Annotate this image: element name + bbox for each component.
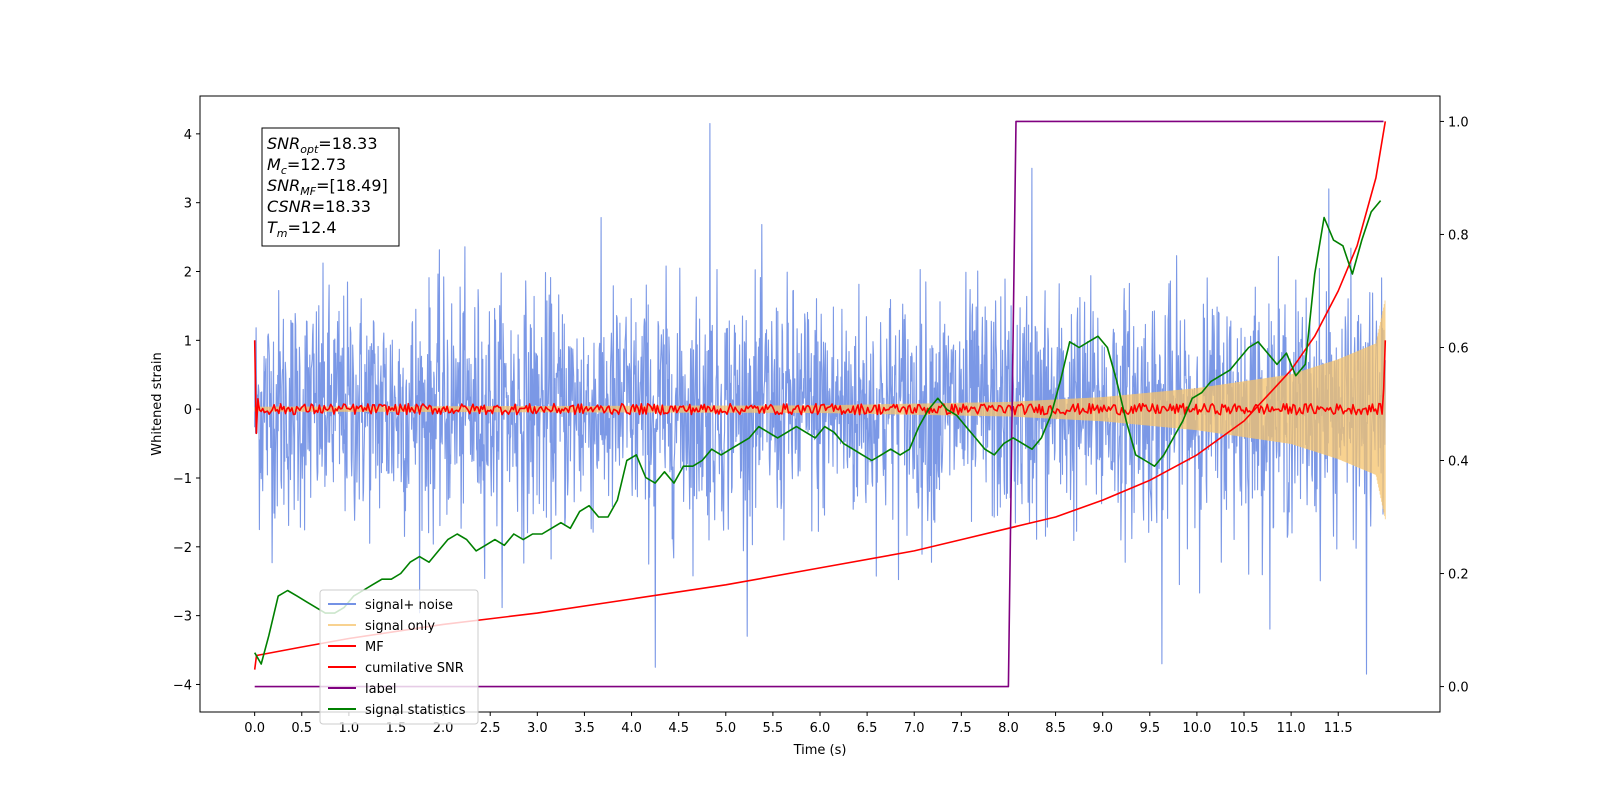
y-tick-label: 2	[184, 266, 192, 281]
legend-label: cumilative SNR	[365, 661, 464, 676]
legend-label: MF	[365, 640, 384, 655]
x-tick-label: 8.0	[998, 721, 1019, 736]
x-axis-label: Time (s)	[793, 743, 847, 758]
x-tick-label: 3.5	[574, 721, 595, 736]
y2-tick-label: 0.2	[1448, 568, 1469, 583]
y-tick-label: 0	[184, 403, 192, 418]
info-box: SNRopt=18.33Mc=12.73SNRMF=[18.49]CSNR=18…	[261, 127, 400, 247]
legend-label: label	[365, 682, 396, 697]
x-tick-label: 5.0	[715, 721, 736, 736]
info-box-line: SNRopt=18.33	[267, 134, 378, 156]
info-box-frame	[261, 127, 400, 247]
x-tick-label: 4.5	[668, 721, 689, 736]
x-tick-label: 3.0	[527, 721, 548, 736]
x-tick-label: 10.5	[1230, 721, 1259, 736]
legend-label: signal+ noise	[365, 598, 453, 613]
x-tick-label: 0.0	[244, 721, 265, 736]
info-box-line: Tm=12.4	[267, 218, 337, 240]
x-tick-label: 6.0	[810, 721, 831, 736]
y-tick-label: 4	[184, 128, 192, 143]
y2-tick-label: 0.0	[1448, 681, 1469, 696]
x-tick-label: 11.0	[1277, 721, 1306, 736]
info-box-line: SNRMF=[18.49]	[267, 176, 388, 198]
x-tick-label: 5.5	[763, 721, 784, 736]
x-tick-label: 1.0	[339, 721, 360, 736]
y-tick-label: −4	[173, 678, 192, 693]
legend: signal+ noise signal only MF cumilative SNR…	[319, 589, 479, 725]
legend-label: signal statistics	[365, 703, 466, 718]
x-tick-label: 7.0	[904, 721, 925, 736]
x-axis-ticks: 0.0 0.5 1.0 1.5 2.0 2.5 3.0 3.5 4.0 4.5 5.0 5.5 6.0 6…	[244, 712, 1353, 736]
y-tick-label: 1	[184, 334, 192, 349]
y-tick-label: −1	[173, 472, 192, 487]
y2-axis-ticks: 0.0 0.2 0.4 0.6 0.8 1.0	[1440, 115, 1469, 696]
x-tick-label: 9.5	[1139, 721, 1160, 736]
y-tick-label: 3	[184, 197, 192, 212]
info-box-line: Mc=12.73	[267, 155, 346, 177]
y2-tick-label: 0.6	[1448, 341, 1469, 356]
y-axis-ticks: −4 −3 −2 −1 0 1 2 3 4	[173, 128, 200, 693]
x-tick-label: 1.5	[386, 721, 407, 736]
series-line-0	[254, 122, 1386, 675]
x-tick-label: 11.5	[1324, 721, 1353, 736]
y2-tick-label: 0.8	[1448, 228, 1469, 243]
y2-tick-label: 1.0	[1448, 115, 1469, 130]
info-box-line: CSNR=18.33	[267, 197, 371, 216]
x-tick-label: 9.0	[1092, 721, 1113, 736]
x-tick-label: 10.0	[1182, 721, 1211, 736]
y-tick-label: −2	[173, 541, 192, 556]
x-tick-label: 4.0	[621, 721, 642, 736]
x-tick-label: 7.5	[951, 721, 972, 736]
x-tick-label: 2.0	[433, 721, 454, 736]
series-line-2	[253, 340, 1387, 435]
x-tick-label: 0.5	[291, 721, 312, 736]
y-axis-label: Whitened strain	[150, 352, 165, 455]
y2-tick-label: 0.4	[1448, 455, 1469, 470]
x-tick-label: 2.5	[480, 721, 501, 736]
x-tick-label: 8.5	[1045, 721, 1066, 736]
legend-frame	[319, 589, 479, 725]
y-tick-label: −3	[173, 610, 192, 625]
x-tick-label: 6.5	[857, 721, 878, 736]
series-line-4	[254, 120, 1384, 688]
legend-label: signal only	[365, 619, 435, 634]
series-line-5	[254, 200, 1382, 665]
